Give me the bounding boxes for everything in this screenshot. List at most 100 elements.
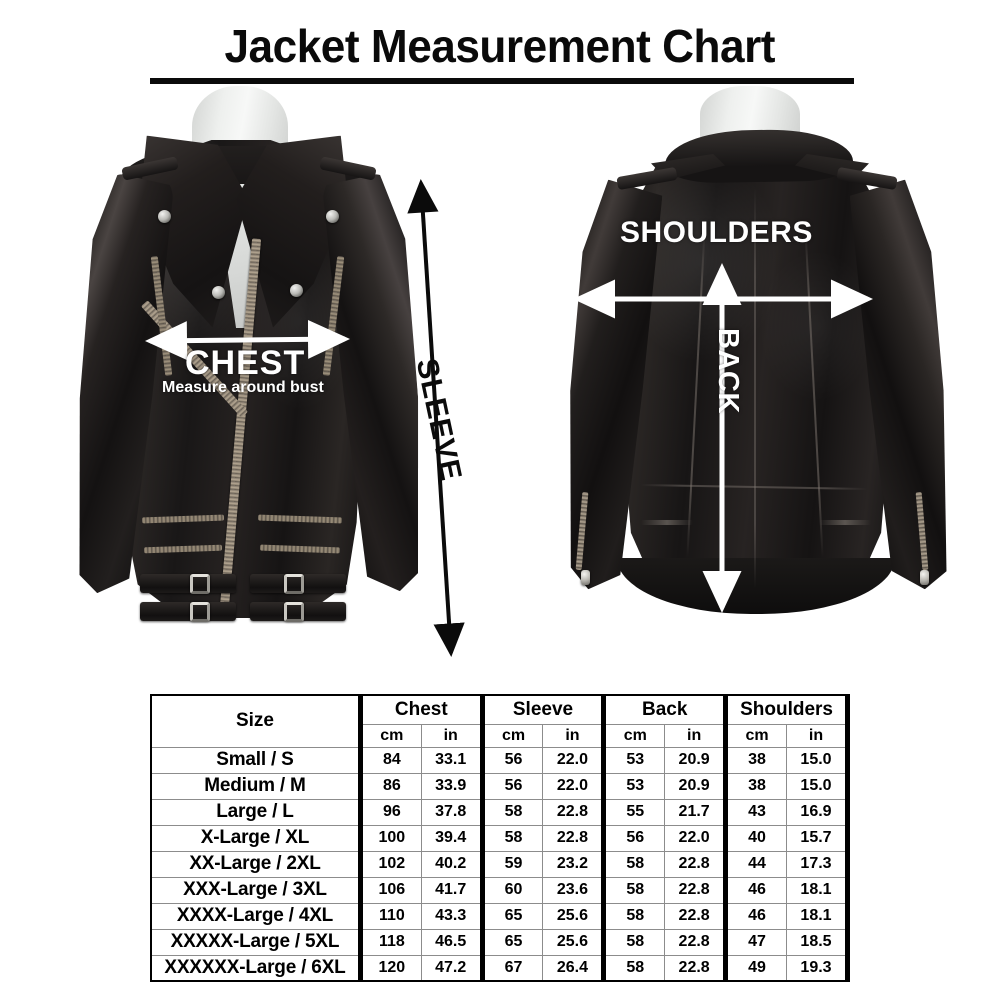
cell-chest-cm: 100 bbox=[357, 824, 422, 852]
cell-back-in: 21.7 bbox=[664, 798, 727, 826]
cell-back-cm: 58 bbox=[601, 902, 666, 930]
buckle-left-upper bbox=[190, 574, 210, 594]
cell-chest-in: 39.4 bbox=[420, 824, 483, 852]
cell-sleeve-cm: 58 bbox=[479, 824, 544, 852]
unit-header-back-cm: cm bbox=[601, 723, 666, 748]
chest-label: CHEST bbox=[185, 344, 306, 382]
cell-chest-in: 37.8 bbox=[420, 798, 483, 826]
back-pocket-seam-left bbox=[641, 520, 693, 525]
cell-sleeve-cm: 59 bbox=[479, 850, 544, 878]
jacket-front-view-image bbox=[40, 86, 440, 668]
cell-back-cm: 58 bbox=[601, 928, 666, 956]
buckle-left-lower bbox=[190, 602, 210, 622]
table-row: XXXXXX-Large / 6XL 120 47.2 67 26.4 58 22.8 49 1… bbox=[149, 954, 851, 982]
cuff-zipper-pull-left bbox=[581, 570, 590, 585]
title-underline bbox=[150, 78, 854, 84]
waist-strap-left-upper bbox=[140, 574, 236, 593]
cell-back-in: 22.0 bbox=[664, 824, 727, 852]
cell-shoulders-in: 19.3 bbox=[785, 954, 851, 982]
snap-button-collar-left bbox=[158, 210, 171, 223]
cell-back-cm: 55 bbox=[601, 798, 666, 826]
unit-header-sleeve-cm: cm bbox=[479, 723, 544, 748]
size-chart-table: Size Chest Sleeve Back Shoulders cm in c… bbox=[149, 694, 851, 982]
cell-size: XXXXX-Large / 5XL bbox=[149, 928, 361, 956]
cell-chest-in: 40.2 bbox=[420, 850, 483, 878]
cell-chest-cm: 106 bbox=[357, 876, 422, 904]
cell-sleeve-in: 25.6 bbox=[542, 928, 605, 956]
cell-shoulders-cm: 38 bbox=[723, 772, 787, 800]
cell-shoulders-cm: 43 bbox=[723, 798, 787, 826]
cell-chest-in: 43.3 bbox=[420, 902, 483, 930]
cell-chest-cm: 96 bbox=[357, 798, 422, 826]
cell-shoulders-in: 15.7 bbox=[785, 824, 851, 852]
cuff-zipper-pull-right bbox=[920, 570, 929, 585]
table-row: X-Large / XL 100 39.4 58 22.8 56 22.0 40 15.7 bbox=[149, 824, 851, 852]
back-pocket-seam-right bbox=[819, 520, 871, 525]
cell-back-in: 22.8 bbox=[664, 850, 727, 878]
cell-back-in: 22.8 bbox=[664, 928, 727, 956]
unit-header-chest-cm: cm bbox=[357, 723, 422, 748]
cell-sleeve-cm: 65 bbox=[479, 902, 544, 930]
table-unit-header-row: cm in cm in cm in cm in bbox=[151, 723, 851, 748]
table-row: XXX-Large / 3XL 106 41.7 60 23.6 58 22.8 46 18.1 bbox=[149, 876, 851, 904]
column-header-shoulders: Shoulders bbox=[723, 694, 850, 725]
cell-chest-cm: 84 bbox=[357, 746, 422, 774]
cell-shoulders-cm: 47 bbox=[723, 928, 787, 956]
waist-strap-right-lower bbox=[250, 602, 346, 621]
cell-size: Large / L bbox=[149, 798, 361, 826]
cell-chest-cm: 86 bbox=[357, 772, 422, 800]
cell-sleeve-in: 23.2 bbox=[542, 850, 605, 878]
cell-chest-in: 33.1 bbox=[420, 746, 483, 774]
cell-back-in: 20.9 bbox=[664, 772, 727, 800]
cell-sleeve-in: 22.8 bbox=[542, 798, 605, 826]
table-row: XX-Large / 2XL 102 40.2 59 23.2 58 22.8 44 17.3 bbox=[149, 850, 851, 878]
cell-chest-in: 41.7 bbox=[420, 876, 483, 904]
jacket-back-hem bbox=[617, 558, 895, 614]
table-row: Small / S 84 33.1 56 22.0 53 20.9 38 15.0 bbox=[149, 746, 851, 774]
unit-header-shoulders-in: in bbox=[785, 723, 851, 748]
table-row: Large / L 96 37.8 58 22.8 55 21.7 43 16.9 bbox=[149, 798, 851, 826]
cell-back-in: 22.8 bbox=[664, 954, 727, 982]
cell-shoulders-in: 17.3 bbox=[785, 850, 851, 878]
cell-size: Small / S bbox=[149, 746, 361, 774]
page-title: Jacket Measurement Chart bbox=[224, 20, 776, 72]
back-center-seam bbox=[754, 188, 756, 588]
table-row: XXXX-Large / 4XL 110 43.3 65 25.6 58 22.8 46 18.… bbox=[149, 902, 851, 930]
cell-size: XX-Large / 2XL bbox=[149, 850, 361, 878]
cell-shoulders-in: 16.9 bbox=[785, 798, 851, 826]
unit-header-back-in: in bbox=[664, 723, 727, 748]
jacket-back-collar bbox=[664, 128, 854, 184]
cell-back-cm: 53 bbox=[601, 746, 666, 774]
cell-sleeve-cm: 56 bbox=[479, 772, 544, 800]
cell-shoulders-cm: 44 bbox=[723, 850, 787, 878]
cell-sleeve-in: 22.0 bbox=[542, 746, 605, 774]
column-header-chest: Chest bbox=[357, 694, 483, 725]
page-title-wrap: Jacket Measurement Chart bbox=[0, 20, 1000, 72]
cell-chest-in: 46.5 bbox=[420, 928, 483, 956]
cell-shoulders-in: 15.0 bbox=[785, 772, 851, 800]
snap-button-collar-right bbox=[326, 210, 339, 223]
cell-back-cm: 58 bbox=[601, 876, 666, 904]
size-table-container: Size Chest Sleeve Back Shoulders cm in c… bbox=[149, 694, 851, 982]
table-row: XXXXX-Large / 5XL 118 46.5 65 25.6 58 22.8 47 18… bbox=[149, 928, 851, 956]
buckle-right-lower bbox=[284, 602, 304, 622]
cell-shoulders-in: 18.1 bbox=[785, 902, 851, 930]
cell-shoulders-cm: 46 bbox=[723, 902, 787, 930]
back-label: BACK bbox=[712, 328, 744, 414]
cell-shoulders-cm: 49 bbox=[723, 954, 787, 982]
cell-chest-cm: 110 bbox=[357, 902, 422, 930]
cell-sleeve-in: 25.6 bbox=[542, 902, 605, 930]
cell-shoulders-in: 15.0 bbox=[785, 746, 851, 774]
cell-sleeve-cm: 60 bbox=[479, 876, 544, 904]
cell-back-in: 20.9 bbox=[664, 746, 727, 774]
cell-sleeve-cm: 67 bbox=[479, 954, 544, 982]
jacket-back-view-image bbox=[545, 86, 965, 668]
snap-button-lapel-right bbox=[290, 284, 303, 297]
snap-button-lapel-left bbox=[212, 286, 225, 299]
cell-sleeve-cm: 58 bbox=[479, 798, 544, 826]
cell-back-cm: 56 bbox=[601, 824, 666, 852]
cell-back-in: 22.8 bbox=[664, 902, 727, 930]
cell-size: XXX-Large / 3XL bbox=[149, 876, 361, 904]
cell-chest-cm: 102 bbox=[357, 850, 422, 878]
cell-shoulders-cm: 38 bbox=[723, 746, 787, 774]
